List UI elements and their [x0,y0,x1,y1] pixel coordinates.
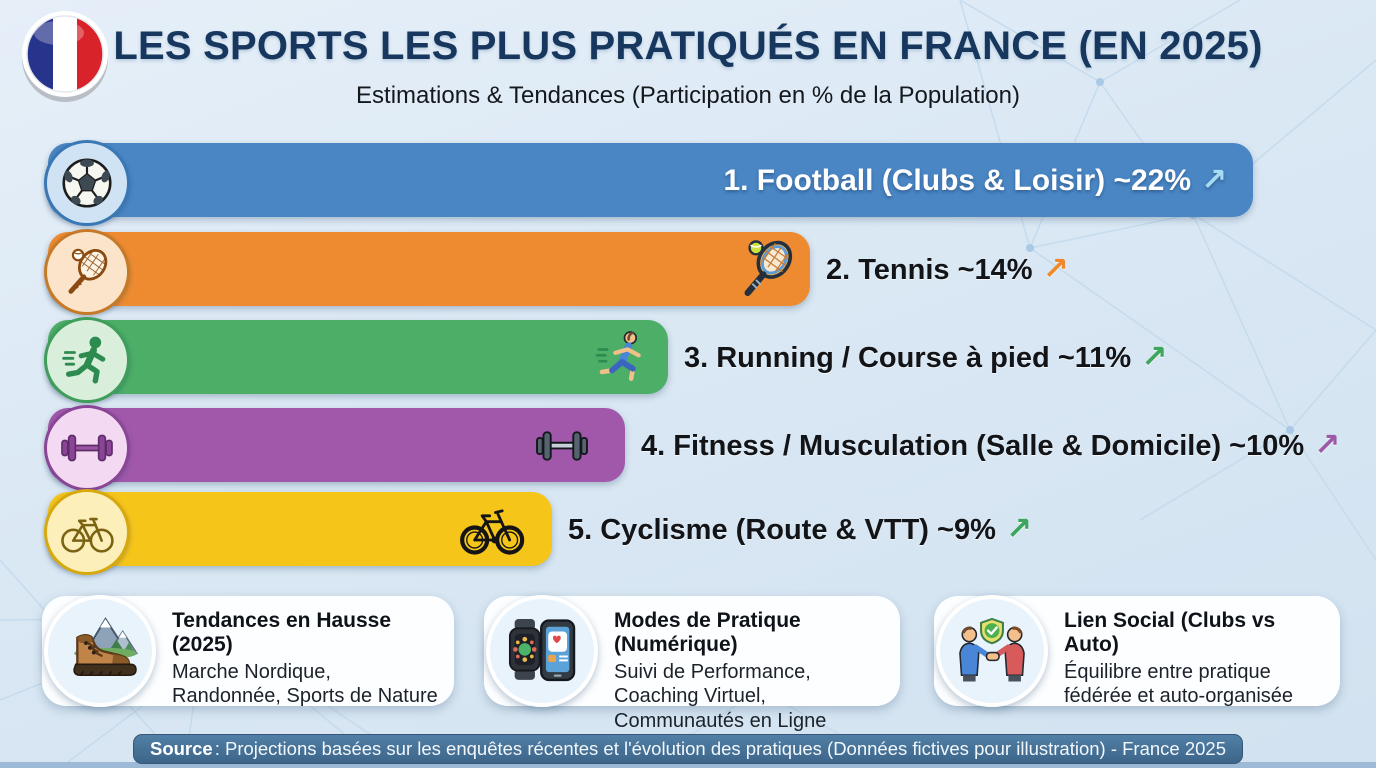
source-bar: Source : Projections basées sur les enqu… [133,734,1243,764]
bar-cyclisme-label: 5. Cyclisme (Route & VTT) ~9% ↗ [568,511,1032,546]
trend-up-arrow-icon: ↗ [1141,339,1168,374]
bar-tennis-label: 2. Tennis ~14% ↗ [826,251,1069,286]
tennis-racket-icon [44,229,130,315]
bar-fitness: 4. Fitness / Musculation (Salle & Domici… [44,405,1340,491]
trend-up-arrow-icon: ↗ [1005,511,1032,546]
source-text: : Projections basées sur les enquêtes ré… [214,738,1226,759]
runner-illustration [595,331,641,381]
card-tendances-text: Marche Nordique, Randonnée, Sports de Na… [172,661,438,708]
handshake-icon [936,595,1048,707]
bar-fitness-fill [48,408,625,482]
bar-cyclisme: 5. Cyclisme (Route & VTT) ~9% ↗ [44,489,1032,575]
smartwatch-phone-icon [486,595,598,707]
hiking-boot-icon [44,595,156,707]
france-flag-icon [22,11,108,102]
bicycle-icon [44,489,130,575]
bottom-edge-strip [0,762,1376,768]
source-label: Source [149,738,213,759]
bar-football: 1. Football (Clubs & Loisir) ~22% ↗ [44,140,1253,226]
soccer-ball-icon [44,140,130,226]
trend-up-arrow-icon: ↗ [1314,427,1341,462]
trend-up-arrow-icon: ↗ [1201,162,1227,197]
card-modes-title: Modes de Pratique (Numérique) [614,609,801,656]
bar-tennis-fill [48,232,810,306]
bar-running: 3. Running / Course à pied ~11% ↗ [44,317,1167,403]
card-modes: Modes de Pratique (Numérique) Suivi de P… [484,595,900,732]
tennis-racket-illustration [744,240,793,297]
bar-running-fill [48,320,668,394]
bar-running-label: 3. Running / Course à pied ~11% ↗ [684,339,1168,374]
card-modes-text: Suivi de Performance, Coaching Virtuel, … [614,661,827,732]
runner-icon [44,317,130,403]
card-lien-social-title: Lien Social (Clubs vs Auto) [1064,609,1276,656]
page-subtitle: Estimations & Tendances (Participation e… [356,82,1020,109]
card-tendances-title: Tendances en Hausse (2025) [172,609,392,656]
bar-football-label: 1. Football (Clubs & Loisir) ~22% ↗ [723,162,1227,197]
card-tendances: Tendances en Hausse (2025) Marche Nordiq… [42,595,454,708]
bicycle-illustration [460,509,525,555]
card-lien-social: Lien Social (Clubs vs Auto) Équilibre en… [934,595,1340,708]
trend-up-arrow-icon: ↗ [1042,251,1069,286]
dumbbell-illustration [536,431,588,461]
bar-fitness-label: 4. Fitness / Musculation (Salle & Domici… [641,427,1341,462]
dumbbell-icon [44,405,130,491]
card-lien-social-text: Équilibre entre pratique fédérée et auto… [1064,661,1294,708]
bar-tennis: 2. Tennis ~14% ↗ [44,229,1069,315]
page-title: LES SPORTS LES PLUS PRATIQUÉS EN FRANCE … [113,24,1263,68]
bar-football-fill [48,143,1253,217]
